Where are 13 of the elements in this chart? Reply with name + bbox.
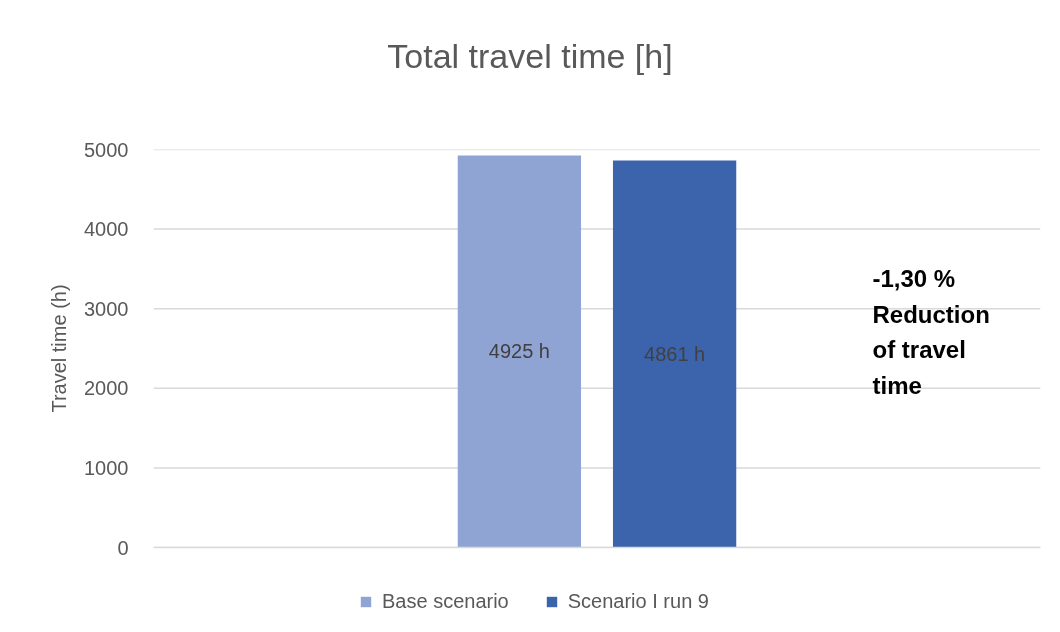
chart-title: Total travel time [h] <box>386 36 674 76</box>
data-label: 4861 h <box>644 343 706 366</box>
y-tick-label: 5000 <box>84 138 129 161</box>
y-axis-title: Travel time (h) <box>48 284 71 413</box>
annotation: -1,30 % Reduction of travel time <box>872 265 990 399</box>
legend-label: Scenario I run 9 <box>567 590 709 613</box>
legend-label: Base scenario <box>382 590 509 613</box>
y-tick-label: 1000 <box>84 456 129 479</box>
data-label: 4925 h <box>488 340 550 363</box>
y-tick-label: 0 <box>117 536 129 559</box>
y-tick-label: 3000 <box>84 297 129 320</box>
y-tick-label: 4000 <box>84 218 129 241</box>
y-tick-label: 2000 <box>84 377 129 400</box>
